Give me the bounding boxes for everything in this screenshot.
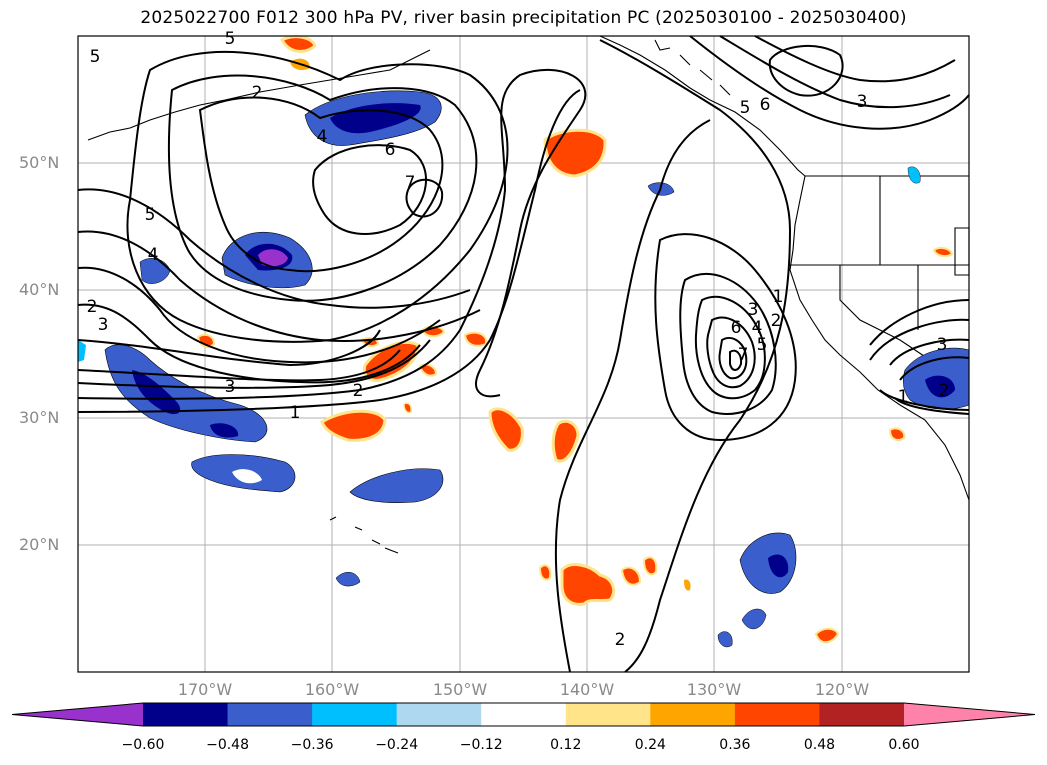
contour-label: 6: [731, 318, 742, 338]
contour-label: 5: [757, 335, 768, 355]
colorbar-extend-low: [12, 703, 143, 726]
contour-label: 2: [353, 381, 364, 401]
contour-labels: 5 2 4 6 7 5 4 2 3 3 2 1 6 5 3 1 2 3 4 5 …: [87, 29, 950, 650]
colorbar-tick-label: 0.60: [888, 737, 920, 753]
contour-label: 4: [148, 245, 159, 265]
shading-negative: [78, 90, 970, 648]
contour-label: 1: [773, 287, 784, 307]
lon-label: 170°W: [177, 680, 233, 699]
lat-label: 30°N: [19, 408, 60, 427]
lon-label: 150°W: [432, 680, 488, 699]
colorbar-extend-high: [904, 703, 1035, 726]
lon-label: 140°W: [559, 680, 615, 699]
map-title: 2025022700 F012 300 hPa PV, river basin …: [140, 8, 907, 28]
contour-label: 4: [752, 318, 763, 338]
contour-label: 3: [748, 300, 759, 320]
colorbar: [11, 702, 1036, 727]
contour-label: 5: [225, 29, 236, 49]
contour-label: 5: [90, 47, 101, 67]
contour-label: 2: [771, 311, 782, 331]
contour-label: 7: [405, 173, 416, 193]
colorbar-outline: [11, 702, 1036, 727]
contour-label: 6: [760, 95, 771, 115]
contour-label: 5: [145, 205, 156, 225]
colorbar-segment: [143, 703, 229, 726]
contour-label: 2: [615, 630, 626, 650]
contour-label: 2: [87, 297, 98, 317]
colorbar-tick-label: 0.24: [634, 737, 666, 753]
contour-label: 3: [857, 92, 868, 112]
colorbar-segment: [396, 703, 482, 726]
contour-label: 3: [98, 315, 109, 335]
colorbar-segment: [734, 703, 820, 726]
colorbar-tick-label: −0.24: [375, 737, 419, 753]
contour-label: 4: [317, 127, 328, 147]
lat-label: 20°N: [19, 535, 60, 554]
contour-label: 1: [898, 387, 909, 407]
colorbar-segment: [819, 703, 905, 726]
contour-label: 7: [738, 345, 749, 365]
lon-label: 120°W: [814, 680, 870, 699]
colorbar-tick-label: −0.36: [290, 737, 334, 753]
colorbar-tick-label: −0.60: [121, 737, 165, 753]
coastlines: [87, 35, 970, 554]
contour-label: 2: [252, 83, 263, 103]
map-frame: [77, 35, 970, 673]
colorbar-tick-label: −0.12: [459, 737, 503, 753]
colorbar-segment: [565, 703, 651, 726]
lat-label: 40°N: [19, 280, 60, 299]
colorbar-segment: [481, 703, 567, 726]
lon-label: 160°W: [304, 680, 360, 699]
contour-label: 5: [740, 98, 751, 118]
colorbar-tick-label: 0.36: [719, 737, 751, 753]
contour-label: 3: [225, 377, 236, 397]
contour-label: 3: [937, 335, 948, 355]
colorbar-tick-label: 0.12: [550, 737, 582, 753]
contour-label: 1: [290, 403, 301, 423]
colorbar-tick-label: 0.48: [803, 737, 836, 753]
colorbar-segment: [227, 703, 313, 726]
lon-label: 130°W: [686, 680, 742, 699]
lat-label: 50°N: [19, 153, 60, 172]
colorbar-segment: [650, 703, 736, 726]
pv-contours: [77, 35, 970, 673]
contour-label: 2: [939, 381, 950, 401]
gridlines: [78, 36, 969, 672]
contour-label: 6: [385, 140, 396, 160]
colorbar-segment: [312, 703, 398, 726]
colorbar-tick-label: −0.48: [206, 737, 249, 753]
